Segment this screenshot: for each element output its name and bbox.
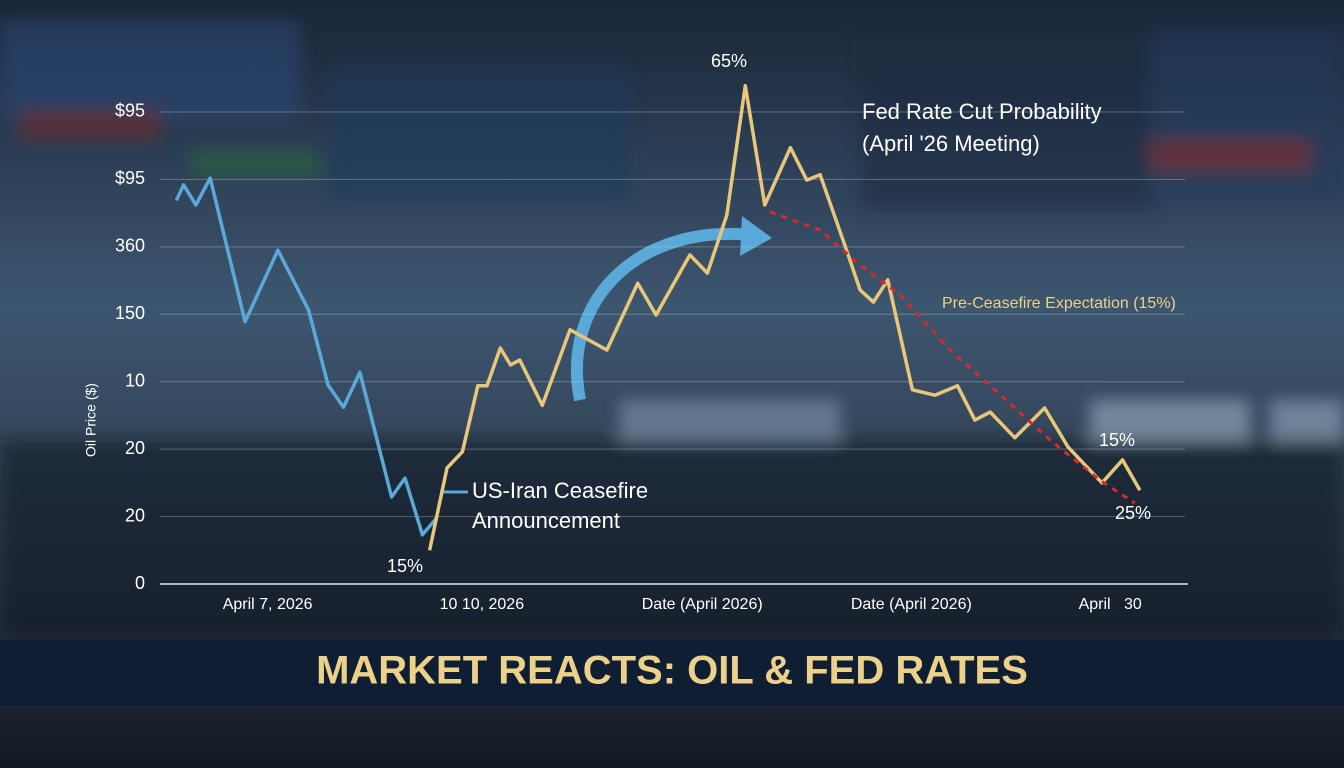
x-tick-label: 10 10, 2026 <box>440 596 525 613</box>
chart-title: MARKET REACTS: OIL & FED RATES <box>316 649 1028 693</box>
annotation: 15% <box>1099 430 1135 450</box>
series-line <box>427 83 1142 551</box>
y-tick-label: 150 <box>115 303 145 323</box>
y-tick-label: 20 <box>125 438 145 458</box>
series-line <box>174 176 439 537</box>
x-tick-label: Date (April 2026) <box>642 596 763 613</box>
annotation: Pre-Ceasefire Expectation (15%) <box>942 295 1176 312</box>
series-line <box>769 210 1136 505</box>
annotation: 25% <box>1115 503 1151 523</box>
plot: 0 20 20 10 150 360 $95 $95 April 7, 2026 10 10, 2… <box>115 83 1185 613</box>
y-tick-label: 20 <box>125 505 145 525</box>
arrow-head <box>740 216 772 256</box>
y-tick-label: 10 <box>125 370 145 390</box>
y-tick-label: $95 <box>115 101 145 121</box>
annotation: (April '26 Meeting) <box>862 131 1040 156</box>
arrow-curve <box>570 228 761 402</box>
annotation: 15% <box>387 556 423 576</box>
annotation: Announcement <box>472 508 620 533</box>
title-banner <box>0 640 1344 706</box>
x-tick-label: Date (April 2026) <box>851 596 972 613</box>
y-axis-label: Oil Price ($) <box>83 383 99 457</box>
y-tick-label: 360 <box>115 236 145 256</box>
y-tick-label: $95 <box>115 168 145 188</box>
annotation: 65% <box>711 51 747 71</box>
x-tick-label: April 30 <box>1079 596 1142 613</box>
annotation: US-Iran Ceasefire <box>472 478 648 503</box>
annotation: Fed Rate Cut Probability <box>862 99 1102 124</box>
x-tick-label: April 7, 2026 <box>223 596 313 613</box>
y-tick-label: 0 <box>135 573 145 593</box>
background-screens <box>0 20 1344 640</box>
